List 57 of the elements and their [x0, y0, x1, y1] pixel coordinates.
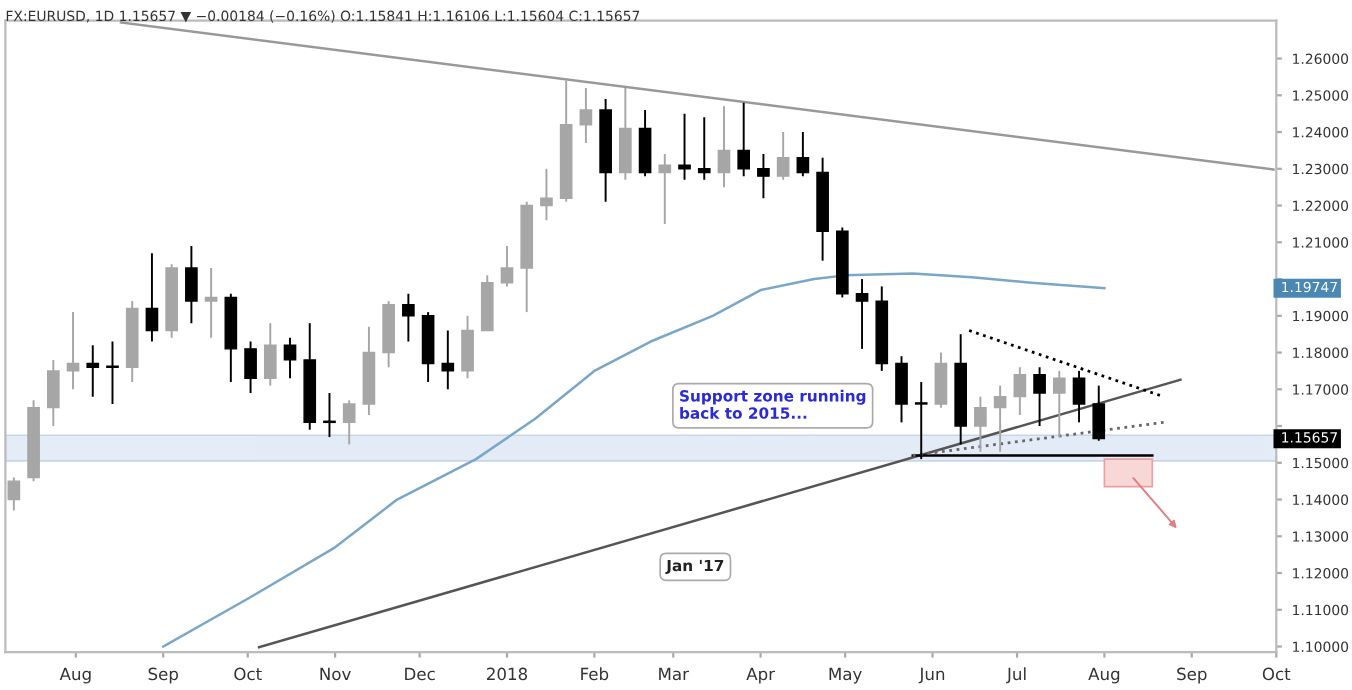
candlestick	[500, 245, 514, 288]
candlestick	[540, 167, 553, 222]
candlestick	[46, 358, 60, 428]
candlestick	[145, 252, 159, 343]
candlestick	[283, 336, 297, 380]
candlestick	[86, 344, 100, 398]
x-tick-label: Aug	[59, 667, 91, 684]
candlestick	[185, 245, 198, 325]
candlestick	[106, 340, 119, 405]
x-tick-label: Jun	[918, 667, 945, 684]
x-tick-label: Oct	[1262, 667, 1291, 681]
candlestick	[855, 278, 869, 350]
candlestick	[461, 314, 474, 380]
candlestick	[441, 329, 455, 391]
candlestick	[776, 131, 790, 181]
candlestick	[382, 300, 395, 369]
candlestick	[619, 86, 632, 181]
candlestick	[717, 105, 731, 189]
candlestick	[737, 101, 751, 178]
x-tick-label: Sep	[1177, 667, 1207, 684]
candlestick	[993, 384, 1007, 453]
x-tick-label: Feb	[581, 667, 609, 681]
candlestick	[895, 355, 908, 424]
candlestick	[1072, 369, 1086, 424]
candlestick	[579, 86, 593, 145]
x-tick-label: Dec	[405, 667, 435, 681]
candlestick	[402, 292, 415, 343]
candlestick	[204, 267, 218, 339]
candlestick	[263, 322, 277, 387]
x-tick-label: Nov	[320, 667, 351, 681]
candlestick	[7, 476, 21, 512]
x-tick-label: Oct	[234, 667, 262, 681]
x-tick-label: Sep	[148, 667, 179, 684]
candlestick	[480, 274, 494, 332]
candlestick	[66, 311, 80, 391]
candlestick	[244, 340, 257, 394]
candlestick	[1033, 366, 1046, 428]
candlestick	[678, 112, 691, 181]
candlestick	[1092, 384, 1106, 442]
candlestick	[658, 153, 672, 225]
candlestick	[974, 395, 987, 453]
candlestick	[342, 399, 356, 446]
candlestick	[1013, 366, 1027, 416]
x-tick-label: Aug	[1088, 667, 1120, 684]
candlestick	[1052, 369, 1066, 439]
candlestick	[638, 109, 652, 178]
x-tick-label: May	[829, 667, 862, 684]
candlestick	[421, 311, 435, 383]
line-series	[161, 272, 1106, 648]
candlestick	[697, 116, 711, 181]
x-tick-label: 2018	[487, 667, 528, 681]
candlestick	[934, 351, 948, 409]
x-tick-label: Jul	[1006, 667, 1026, 684]
x-tick-label: Apr	[746, 667, 776, 684]
candlestick	[757, 153, 770, 200]
x-tick-label: Mar	[659, 667, 689, 681]
candlestick	[796, 131, 810, 178]
